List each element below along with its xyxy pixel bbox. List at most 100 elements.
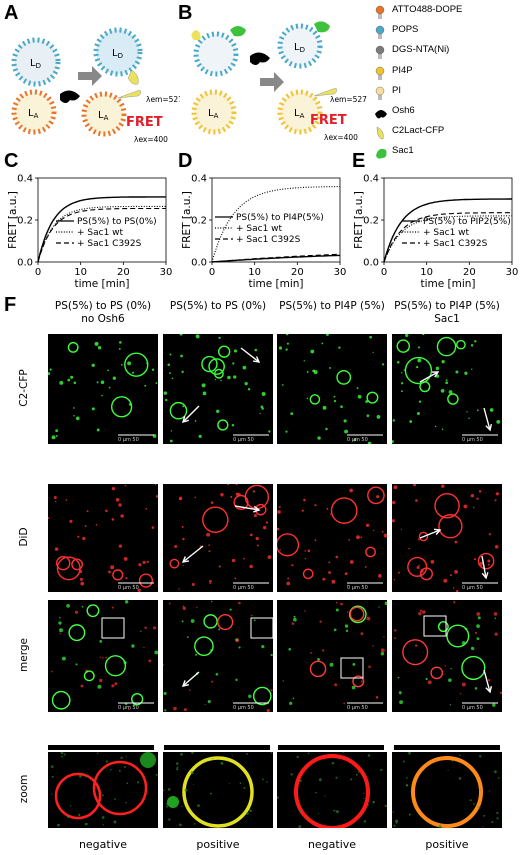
zoom-box xyxy=(423,615,447,637)
x-tick-label: 0 xyxy=(35,267,41,278)
speckle xyxy=(79,577,83,581)
osh6-icon xyxy=(374,105,387,119)
speckle xyxy=(364,565,367,568)
arrow-icon xyxy=(78,66,102,86)
speckle xyxy=(97,684,102,689)
speckle xyxy=(416,411,420,415)
lipid-orange-icon xyxy=(374,4,386,19)
speckle xyxy=(261,778,264,781)
speckle xyxy=(277,510,281,514)
speckle xyxy=(381,530,384,533)
speckle xyxy=(238,646,241,649)
speckle xyxy=(110,768,112,771)
vesicle-ring xyxy=(437,621,449,633)
speckle xyxy=(355,773,358,776)
speckle xyxy=(94,341,99,346)
speckle xyxy=(410,791,412,793)
x-tick-label: 0 xyxy=(381,267,387,278)
speckle xyxy=(494,545,499,549)
speckle xyxy=(181,526,184,528)
speckle xyxy=(321,342,324,345)
speckle xyxy=(366,616,371,621)
vesicle-ring xyxy=(67,341,79,353)
speckle xyxy=(342,752,344,753)
speckle xyxy=(376,415,381,419)
speckle xyxy=(108,570,111,574)
speckle xyxy=(356,387,359,390)
speckle xyxy=(448,390,453,395)
lipid-pale-icon xyxy=(374,85,386,100)
speckle xyxy=(210,501,214,504)
speckle xyxy=(246,753,248,755)
vesicle-ring xyxy=(51,690,71,710)
speckle xyxy=(441,428,444,430)
legend-label: ATTO488-DOPE xyxy=(392,4,463,15)
row-label: DiD xyxy=(18,527,30,547)
vesicle-ring xyxy=(55,555,71,571)
vesicle-ring xyxy=(477,552,495,570)
speckle xyxy=(229,608,232,611)
speckle xyxy=(402,760,405,763)
vesicle-ring xyxy=(104,655,127,677)
speckle xyxy=(124,600,129,604)
speckle xyxy=(478,806,481,809)
speckle xyxy=(315,791,317,794)
x-tick-label: 30 xyxy=(334,267,347,278)
speckle xyxy=(303,360,305,362)
speckle xyxy=(268,430,271,433)
speckle xyxy=(234,577,237,580)
osh6-icon xyxy=(250,52,270,65)
speckle xyxy=(211,600,213,603)
speckle xyxy=(450,667,452,670)
row-label: zoom xyxy=(18,774,30,804)
speckle xyxy=(430,560,435,564)
series-line xyxy=(383,198,512,263)
speckle xyxy=(91,407,95,411)
speckle xyxy=(173,706,177,711)
speckle xyxy=(279,548,281,551)
speckle xyxy=(351,685,356,690)
c2lact-icon xyxy=(117,89,141,99)
speckle xyxy=(216,409,220,414)
speckle xyxy=(461,682,466,687)
vesicle-ring xyxy=(169,401,188,420)
speckle xyxy=(352,662,356,666)
speckle xyxy=(233,375,237,379)
vesicle-ring xyxy=(56,556,81,581)
speckle xyxy=(356,535,360,540)
speckle xyxy=(394,637,397,640)
fret-label: FRET xyxy=(126,115,163,130)
y-axis-label: FRET [a.u.] xyxy=(353,191,365,249)
speckle xyxy=(286,342,289,345)
speckle xyxy=(291,622,295,625)
speckle xyxy=(452,587,455,589)
speckle xyxy=(322,649,325,652)
speckle xyxy=(54,547,59,551)
speckle xyxy=(438,824,442,828)
speckle xyxy=(333,399,337,403)
x-tick-label: 20 xyxy=(463,267,476,278)
vesicle-ring xyxy=(252,686,272,706)
micrograph: 0 µm 50 xyxy=(277,484,387,592)
speckle xyxy=(146,560,149,564)
vesicle-ring xyxy=(202,506,229,533)
speckle xyxy=(99,639,103,643)
legend-label: POPS xyxy=(392,24,419,35)
vesicle-ring xyxy=(71,558,84,571)
speckle xyxy=(105,656,107,659)
row-label: C2-CFP xyxy=(18,369,30,407)
speckle xyxy=(153,626,157,630)
speckle xyxy=(494,617,497,619)
speckle xyxy=(394,629,397,632)
speckle xyxy=(444,665,446,667)
speckle xyxy=(195,653,198,656)
speckle xyxy=(95,524,98,526)
speckle xyxy=(417,358,422,363)
speckle xyxy=(350,778,353,781)
speckle xyxy=(476,612,481,616)
speckle xyxy=(79,775,82,778)
speckle xyxy=(405,334,409,338)
speckle xyxy=(476,409,479,412)
speckle xyxy=(322,405,327,410)
speckle xyxy=(191,752,194,754)
